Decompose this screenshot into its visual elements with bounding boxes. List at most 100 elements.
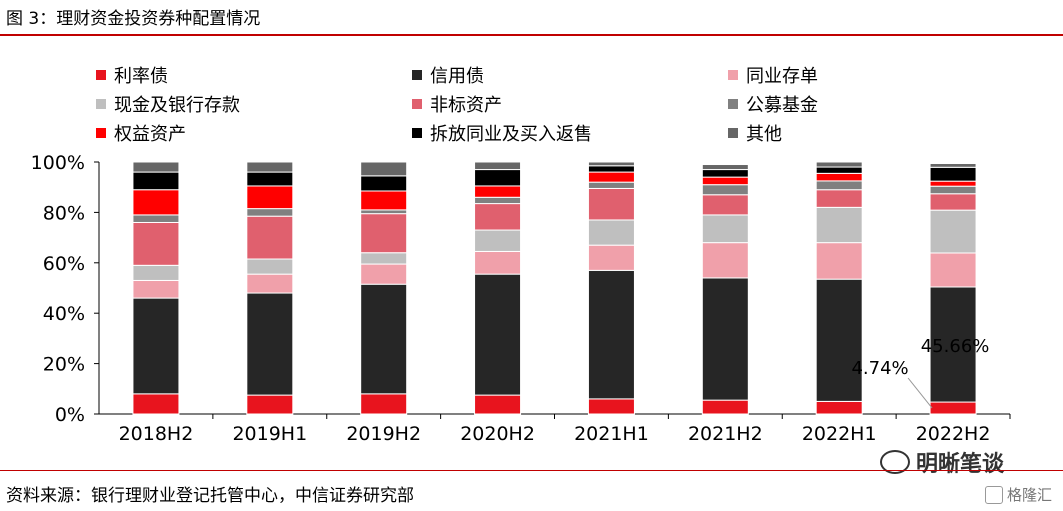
bar-segment (587, 398, 635, 415)
legend-label: 现金及银行存款 (114, 95, 240, 116)
legend-item: 权益资产 (96, 120, 186, 146)
bar-segment (132, 264, 180, 281)
legend-label: 利率债 (114, 66, 168, 87)
bar-segment (929, 166, 977, 182)
bar-segment (246, 215, 294, 260)
watermark-mingxi: 明晰笔谈 (880, 446, 1004, 478)
legend-swatch (96, 128, 106, 138)
bar-segment (474, 250, 522, 275)
source-note: 资料来源：银行理财业登记托管中心，中信证券研究部 (6, 486, 414, 506)
legend-swatch (96, 70, 106, 80)
y-tick-label: 40% (43, 303, 85, 325)
bar-segment (360, 213, 408, 254)
bar-segment (929, 185, 977, 195)
bar-segment (132, 189, 180, 216)
bar-segment (701, 214, 749, 244)
x-tick-label: 2019H1 (232, 423, 307, 445)
footer-divider (0, 470, 1063, 471)
bar-segment (701, 169, 749, 178)
legend-swatch (728, 99, 738, 109)
legend-label: 同业存单 (746, 66, 818, 87)
bar-segment (929, 163, 977, 168)
bar-segment (701, 176, 749, 186)
bar-segment (474, 203, 522, 231)
bar-segment (132, 214, 180, 223)
bar-segment (587, 171, 635, 183)
legend-item: 现金及银行存款 (96, 91, 240, 117)
bar-segment (360, 209, 408, 215)
legend-item: 同业存单 (728, 62, 818, 88)
bar-segment (246, 258, 294, 275)
bar-segment (246, 161, 294, 173)
bar-segment (701, 277, 749, 401)
bar-segment (929, 252, 977, 288)
legend-label: 信用债 (430, 66, 484, 87)
bar-segment (474, 161, 522, 171)
bar-segment (929, 193, 977, 211)
x-tick-label: 2022H1 (802, 423, 877, 445)
bar-segment (929, 180, 977, 187)
bar-segment (701, 164, 749, 171)
bar-segment (474, 273, 522, 396)
bar-segment (246, 292, 294, 396)
bar-segment (701, 242, 749, 279)
bar-segment (587, 165, 635, 173)
watermark-brand: 格隆汇 (985, 484, 1052, 505)
y-tick-label: 20% (43, 354, 85, 376)
wechat-icon (880, 450, 910, 474)
legend-label: 权益资产 (114, 124, 186, 145)
x-tick-label: 2022H2 (916, 423, 991, 445)
legend-item: 其他 (728, 120, 782, 146)
bar-segment (246, 394, 294, 415)
legend-swatch (412, 99, 422, 109)
bar-segment (360, 190, 408, 211)
bar-segment (246, 273, 294, 294)
bar-segment (132, 161, 180, 173)
watermark-brand-text: 格隆汇 (1007, 486, 1053, 504)
bar-segment (701, 399, 749, 415)
y-tick-label: 60% (43, 253, 85, 275)
bar-segment (474, 196, 522, 205)
bar-segment (815, 278, 863, 402)
bar-segment (815, 166, 863, 174)
bar-segment (587, 181, 635, 189)
bar-segment (815, 161, 863, 168)
legend-item: 非标资产 (412, 91, 502, 117)
bar-segment (815, 206, 863, 244)
x-tick-label: 2018H2 (119, 423, 194, 445)
bar-segment (360, 161, 408, 177)
brand-logo-icon (985, 485, 1003, 504)
legend-swatch (412, 70, 422, 80)
legend-item: 拆放同业及买入返售 (412, 120, 592, 146)
x-tick-label: 2021H2 (688, 423, 763, 445)
bar-segment (474, 185, 522, 198)
x-tick-label: 2021H1 (574, 423, 649, 445)
x-tick-label: 2019H2 (346, 423, 421, 445)
bar-segment (132, 221, 180, 266)
bar-segment (246, 208, 294, 217)
bar-segment (587, 219, 635, 246)
bar-segment (360, 252, 408, 265)
bar-segment (474, 229, 522, 252)
bar-segment (132, 393, 180, 415)
legend-label: 拆放同业及买入返售 (430, 124, 592, 145)
title-divider (0, 34, 1063, 36)
annotation-label: 4.74% (851, 358, 908, 379)
bar-segment (815, 400, 863, 415)
bar-segment (815, 189, 863, 208)
bar-segment (246, 185, 294, 210)
bar-segment (815, 180, 863, 191)
bar-segment (360, 283, 408, 395)
x-tick-label: 2020H2 (460, 423, 535, 445)
annotation-leader-line (907, 377, 933, 409)
bar-segment (246, 171, 294, 187)
bar-segment (132, 279, 180, 299)
legend-label: 非标资产 (430, 95, 502, 116)
bar-segment (815, 242, 863, 280)
figure-title: 图 3：理财资金投资券种配置情况 (6, 9, 261, 29)
bar-segment (587, 244, 635, 271)
bar-segment (132, 297, 180, 395)
y-tick-label: 100% (31, 152, 85, 174)
bar-segment (474, 169, 522, 187)
